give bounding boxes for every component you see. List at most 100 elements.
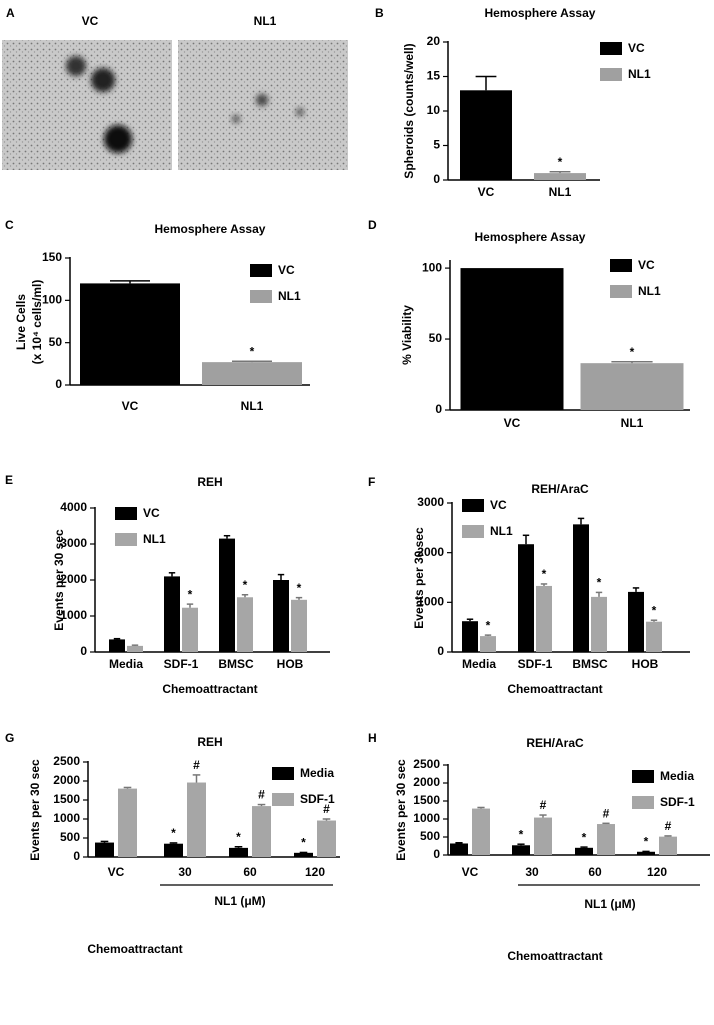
significance-mark: * xyxy=(250,344,255,358)
y-tick-label: 3000 xyxy=(60,536,87,550)
x-tick-label: VC xyxy=(478,185,495,199)
y-axis-label: Events per 30 sec xyxy=(394,759,408,861)
bar xyxy=(518,544,534,652)
panel-letter: F xyxy=(368,475,375,489)
significance-mark: * xyxy=(630,345,635,359)
legend-label: NL1 xyxy=(278,289,301,303)
y-axis-label: Events per 30 sec xyxy=(28,759,42,861)
x-axis-label: Chemoattractant xyxy=(507,949,602,963)
x-tick-label: 120 xyxy=(305,865,325,879)
bar xyxy=(659,836,677,855)
chart: F REH/AraC 0 1000 2000 3000 Events per 30 sec M… xyxy=(368,475,690,696)
y-tick-label: 4000 xyxy=(60,500,87,514)
significance-mark: # xyxy=(193,758,200,772)
x-tick-label: VC xyxy=(108,865,125,879)
chart: E REH 0 1000 2000 3000 4000 Events per 30 sec Me… xyxy=(5,473,330,696)
legend-swatch xyxy=(115,533,137,546)
bar xyxy=(472,808,490,855)
x-tick-label: BMSC xyxy=(218,657,254,671)
y-tick-label: 150 xyxy=(42,250,62,264)
bar xyxy=(118,788,137,857)
significance-mark: * xyxy=(644,835,649,849)
y-tick-label: 100 xyxy=(42,293,62,307)
panel-a: A VC NL1 xyxy=(2,6,348,170)
x-tick-label: BMSC xyxy=(572,657,608,671)
bar xyxy=(628,591,644,652)
bar xyxy=(182,607,198,652)
y-tick-label: 100 xyxy=(422,260,442,274)
legend-label: NL1 xyxy=(628,67,651,81)
y-tick-label: 0 xyxy=(435,402,442,416)
y-tick-label: 20 xyxy=(427,34,441,48)
micrograph xyxy=(2,40,172,170)
bar xyxy=(534,173,586,180)
y-tick-label: 0 xyxy=(73,849,80,863)
legend-label: Media xyxy=(660,769,694,783)
significance-mark: * xyxy=(297,581,302,595)
y-tick-label: 500 xyxy=(420,829,440,843)
x-group-label: NL1 (μM) xyxy=(214,894,265,908)
significance-mark: # xyxy=(603,806,610,820)
x-axis-label: Chemoattractant xyxy=(87,942,182,956)
y-tick-label: 1000 xyxy=(53,811,80,825)
x-tick-label: 120 xyxy=(647,865,667,879)
chart: H REH/AraC 0 500 1000 1500 2000 2500 Events per … xyxy=(368,731,710,963)
x-axis-label: Chemoattractant xyxy=(162,682,257,696)
chart-title: REH xyxy=(197,735,222,749)
y-tick-label: 1500 xyxy=(53,792,80,806)
chart: B Hemosphere Assay 0 5 10 15 20 Spheroids (coun… xyxy=(375,6,651,199)
x-tick-label: SDF-1 xyxy=(164,657,199,671)
y-tick-label: 1000 xyxy=(413,811,440,825)
legend-label: NL1 xyxy=(143,532,166,546)
bar xyxy=(80,283,180,385)
x-tick-label: VC xyxy=(122,399,139,413)
bar xyxy=(591,596,607,652)
bar xyxy=(95,842,114,857)
y-tick-label: 0 xyxy=(80,644,87,658)
x-tick-label: VC xyxy=(504,416,521,430)
x-tick-label: NL1 xyxy=(241,399,264,413)
legend-swatch xyxy=(272,793,294,806)
legend-label: SDF-1 xyxy=(300,792,335,806)
panel-letter: B xyxy=(375,6,384,20)
legend-swatch xyxy=(462,525,484,538)
legend-label: VC xyxy=(628,41,645,55)
significance-mark: # xyxy=(540,798,547,812)
x-tick-label: Media xyxy=(462,657,496,671)
bar xyxy=(164,576,180,652)
bar xyxy=(127,645,143,652)
bar xyxy=(229,847,248,857)
bar xyxy=(575,847,593,855)
bar xyxy=(237,597,253,652)
bar xyxy=(291,599,307,652)
y-tick-label: 0 xyxy=(437,644,444,658)
panel-letter: G xyxy=(5,731,14,745)
x-tick-label: SDF-1 xyxy=(518,657,553,671)
bar xyxy=(109,639,125,652)
significance-mark: * xyxy=(236,830,241,844)
panel-letter: E xyxy=(5,473,13,487)
legend-label: NL1 xyxy=(490,524,513,538)
significance-mark: * xyxy=(597,576,602,590)
legend-swatch xyxy=(632,770,654,783)
y-axis-label: Live Cells xyxy=(14,294,28,350)
legend-label: VC xyxy=(278,263,295,277)
y-tick-label: 5 xyxy=(433,138,440,152)
y-tick-label: 50 xyxy=(49,335,63,349)
significance-mark: * xyxy=(558,155,563,169)
x-tick-label: 30 xyxy=(525,865,539,879)
x-tick-label: 60 xyxy=(588,865,602,879)
legend-swatch xyxy=(610,259,632,272)
chart-title: REH/AraC xyxy=(526,736,584,750)
y-tick-label: 0 xyxy=(433,172,440,186)
legend-label: NL1 xyxy=(638,284,661,298)
chart: D Hemosphere Assay 0 50 100 % Viability VC NL1 *… xyxy=(368,218,690,430)
bar xyxy=(164,843,183,857)
y-tick-label: 0 xyxy=(433,847,440,861)
x-group-label: NL1 (μM) xyxy=(584,897,635,911)
legend-label: SDF-1 xyxy=(660,795,695,809)
y-tick-label: 1000 xyxy=(417,595,444,609)
significance-mark: # xyxy=(665,819,672,833)
